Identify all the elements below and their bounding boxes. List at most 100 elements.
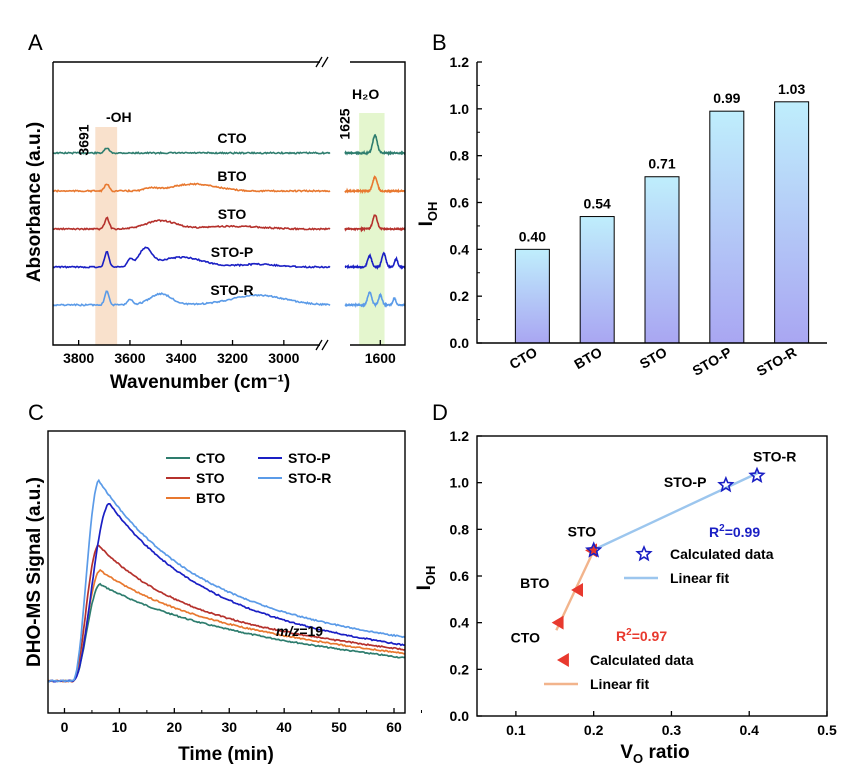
panel-d-scatter: 0.1 0.2 0.3 0.4 0.5 0.0 0.2 0.4 0.6 0.8 1.0 1.2 CTO… [414,428,837,766]
x-category-label-cto: CTO [506,344,539,373]
bar-value-label-cto: 0.40 [519,228,546,244]
bar-bto [579,216,615,344]
bar-cto [514,248,550,344]
panel-c-legend: CTO STO-P STO STO-R BTO [166,450,331,506]
oh-label: -OH [106,109,132,125]
panel-b-bars: 0.40 0.54 0.71 0.99 1.03 [514,81,810,344]
x-tick-label: 1600 [365,350,396,366]
x-tick-label: 3800 [63,350,94,366]
ir-line-right-sto-p [344,251,406,271]
y-tick-label: 0.8 [450,148,470,164]
r-squared-label-group-1: R2=0.97 [616,627,667,644]
panel-c-ms-signal: 0 10 20 30 40 50 60 CTO STO-P STO STO-R BTO m/z=19… [24,430,422,765]
ir-line-left-sto-r [52,290,331,307]
oh-wavenumber-annotation: 3691 [76,124,92,155]
panel-c-frame [47,430,406,714]
series-label-bto: BTO [217,168,246,184]
bar-sto-r [774,101,810,344]
ir-line-right-bto [344,175,406,195]
ir-line-left-sto-p [52,246,331,269]
ms-curve-bto [47,568,406,683]
x-tick-label: 3600 [114,350,145,366]
panel-a-series-labels: CTO BTO STO STO-P STO-R [210,130,253,298]
ir-line-right-sto-r [344,291,406,309]
y-tick-label: 1.2 [450,428,470,444]
x-tick-label: 30 [221,719,237,735]
panel-c-series [47,478,406,683]
axis-break-top [315,56,329,68]
bar-sto [644,176,680,344]
r-squared-superscript: 2 [626,627,632,638]
y-tick-label: 0.0 [450,708,470,724]
series-label-sto-r: STO-R [210,282,253,298]
y-tick-label: 0.8 [450,521,470,537]
point-star-sto [584,541,603,558]
mz-annotation: m/z=19 [276,623,323,639]
ir-line-right-sto [344,213,406,233]
series-label-sto: STO [218,206,247,222]
x-tick-label: 0.2 [584,722,604,738]
fit-line-group-2 [590,471,760,552]
point-triangle-bto [571,583,584,597]
panel-c-axes: 0 10 20 30 40 50 60 [61,708,422,735]
x-tick-label: 3000 [268,350,299,366]
r-squared-superscript: 2 [719,523,725,534]
legend-label-linear-fit: Linear fit [670,570,729,586]
panel-label-a: A [28,30,43,55]
panel-a-x-ticks: 3800 3600 3400 3200 3000 1600 [63,340,396,366]
y-tick-label: 0.4 [450,241,470,257]
bar-value-label-bto: 0.54 [584,196,611,212]
point-label-sto-r: STO-R [753,449,796,465]
legend-label-bto: BTO [196,490,225,506]
ir-line-left-cto [52,147,331,155]
panel-d-x-axis-title: VO ratio [620,742,689,766]
panel-a-ir-spectra: CTO BTO STO STO-P STO-R 3800 3600 3400 3200 3000… [24,56,406,393]
axis-break-bottom [315,339,329,351]
legend-label-calculated-data: Calculated data [590,652,694,668]
legend-marker-triangle [557,653,569,667]
water-label: H₂O [352,86,379,102]
panel-d-points: CTO BTO STO STO-P STO-R [511,449,797,646]
x-tick-label: 50 [331,719,347,735]
ms-curve-sto [47,544,406,683]
point-label-cto: CTO [511,630,540,646]
oh-highlight-band [95,127,118,345]
y-tick-label: 1.2 [450,54,470,70]
bar-value-label-sto: 0.71 [648,156,675,172]
x-tick-label: 20 [167,719,183,735]
series-label-cto: CTO [217,130,246,146]
x-tick-label: 0 [61,719,69,735]
legend-label-sto: STO [196,470,225,486]
r-squared-value: =0.99 [725,524,761,540]
y-tick-label: 0.4 [450,615,470,631]
axis-break-marks [315,56,329,351]
water-wavenumber-annotation: 1625 [336,108,352,139]
panel-b-y-axis-title: IOH [416,202,440,227]
x-tick-label: 0.3 [662,722,682,738]
r-squared-label-group-2: R2=0.99 [709,523,760,540]
panel-a-y-axis-title: Absorbance (a.u.) [24,122,45,282]
panel-a-x-axis-title: Wavenumber (cm⁻¹) [110,372,290,393]
panel-a-frame [52,61,406,346]
x-category-label-bto: BTO [571,344,604,373]
point-label-sto: STO [568,523,597,539]
panel-a-series [52,133,406,309]
panel-label-d: D [432,400,448,425]
point-star-sto-p [717,475,735,493]
legend-label-linear-fit: Linear fit [590,676,649,692]
panel-b-axes: CTO BTO STO STO-P STO-R 0.0 0.2 0.4 0.6 0.8 1.0 1.2 [450,54,827,379]
bar-value-label-sto-p: 0.99 [713,90,740,106]
ms-curve-sto-r [47,478,406,683]
x-tick-label: 40 [276,719,292,735]
panel-d-axes: 0.1 0.2 0.3 0.4 0.5 0.0 0.2 0.4 0.6 0.8 1.0 1.2 [450,428,837,738]
ir-line-left-bto [52,182,331,193]
x-tick-label: 60 [386,719,402,735]
panel-label-c: C [28,400,44,425]
point-star-sto-r [748,466,766,483]
y-tick-label: 1.0 [450,101,470,117]
panel-b-bar-chart: 0.40 0.54 0.71 0.99 1.03 CTO BTO STO STO-P STO-R… [416,54,827,379]
ir-line-right-cto [344,133,406,157]
bar-sto-p [709,110,745,344]
ms-curve-sto-p [47,503,406,683]
